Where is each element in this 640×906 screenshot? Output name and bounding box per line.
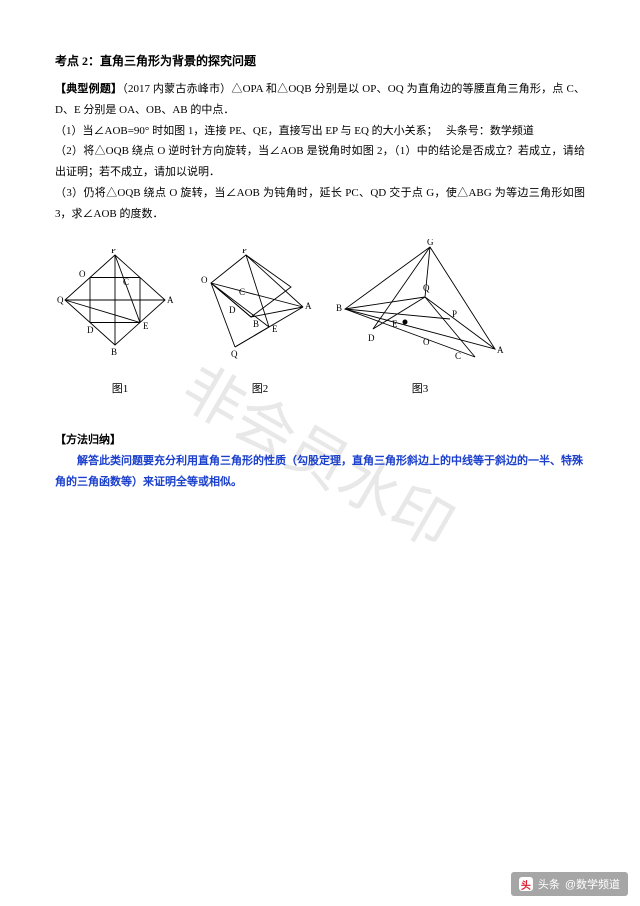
q1-note-value: 数学频道 <box>490 125 534 137</box>
figure-2: P O A C Q D E B 图2 <box>195 249 325 400</box>
figure-3-caption: 图3 <box>335 379 505 400</box>
svg-text:A: A <box>167 295 174 305</box>
svg-text:G: G <box>427 239 434 247</box>
figure-1: P O A C Q D E B 图1 <box>55 249 185 400</box>
footer-badge: 头 头条 @数学频道 <box>511 872 628 896</box>
svg-text:D: D <box>368 333 375 343</box>
svg-text:A: A <box>305 301 312 311</box>
figure-2-svg: P O A C Q D E B <box>195 249 325 369</box>
svg-text:E: E <box>143 321 149 331</box>
svg-text:A: A <box>497 345 504 355</box>
figures-row: P O A C Q D E B 图1 <box>55 239 585 400</box>
method-body: 解答此类问题要充分利用直角三角形的性质（勾股定理，直角三角形斜边上的中线等于斜边… <box>55 451 585 493</box>
svg-text:E: E <box>392 319 398 329</box>
figure-3-svg: G B Q D E O P C A <box>335 239 505 369</box>
figure-1-caption: 图1 <box>55 379 185 400</box>
svg-text:P: P <box>111 249 116 255</box>
topic-title: 考点 2：直角三角形为背景的探究问题 <box>55 50 585 73</box>
q1-note-label: 头条号： <box>446 125 490 137</box>
svg-text:Q: Q <box>57 295 64 305</box>
question-1: （1）当∠AOB=90° 时如图 1，连接 PE、QE，直接写出 EP 与 EQ… <box>55 121 585 142</box>
svg-text:C: C <box>455 351 461 361</box>
figure-1-svg: P O A C Q D E B <box>55 249 185 369</box>
q1-text: （1）当∠AOB=90° 时如图 1，连接 PE、QE，直接写出 EP 与 EQ… <box>55 125 438 137</box>
svg-text:C: C <box>123 277 129 287</box>
example-tag: 【典型例题】 <box>55 83 122 95</box>
document-page: 考点 2：直角三角形为背景的探究问题 【典型例题】（2017 内蒙古赤峰市）△O… <box>0 0 640 512</box>
svg-text:D: D <box>229 305 236 315</box>
svg-text:D: D <box>87 325 94 335</box>
figure-3: G B Q D E O P C A 图3 <box>335 239 505 400</box>
figure-2-caption: 图2 <box>195 379 325 400</box>
footer-prefix: 头条 <box>538 876 560 892</box>
svg-text:P: P <box>452 309 457 319</box>
svg-text:Q: Q <box>423 283 430 293</box>
svg-text:B: B <box>111 347 117 357</box>
method-tag: 【方法归纳】 <box>55 430 585 451</box>
svg-text:E: E <box>272 324 278 334</box>
question-3: （3）仍将△OQB 绕点 O 旋转，当∠AOB 为钝角时，延长 PC、QD 交于… <box>55 183 585 225</box>
svg-text:C: C <box>239 287 245 297</box>
svg-text:Q: Q <box>231 349 238 359</box>
svg-text:O: O <box>423 337 430 347</box>
question-2: （2）将△OQB 绕点 O 逆时针方向旋转，当∠AOB 是锐角时如图 2，（1）… <box>55 141 585 183</box>
svg-text:B: B <box>336 303 342 313</box>
svg-text:P: P <box>242 249 247 255</box>
footer-author: @数学频道 <box>565 876 620 892</box>
footer-logo-icon: 头 <box>519 877 533 891</box>
svg-text:B: B <box>253 319 259 329</box>
svg-text:O: O <box>201 275 208 285</box>
example-source: （2017 内蒙古赤峰市） <box>122 83 231 95</box>
example-stem: 【典型例题】（2017 内蒙古赤峰市）△OPA 和△OQB 分别是以 OP、OQ… <box>55 79 585 121</box>
svg-text:O: O <box>79 269 86 279</box>
